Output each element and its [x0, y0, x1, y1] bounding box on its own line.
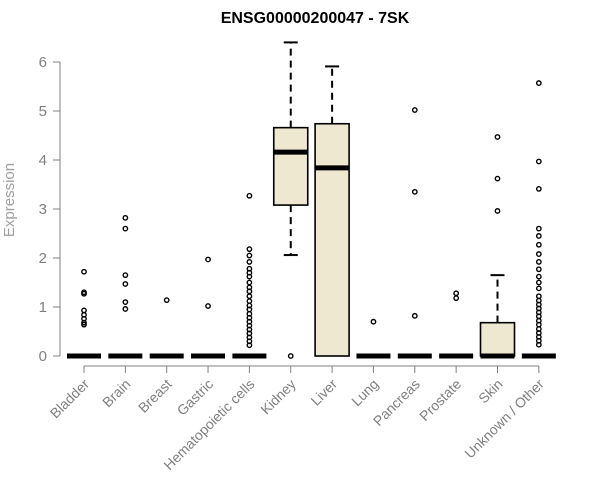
outlier-point [453, 290, 460, 297]
y-axis-label: Expression [1, 163, 18, 237]
outlier-point [122, 272, 129, 279]
box-gastric [191, 256, 226, 359]
outlier-point [535, 251, 542, 257]
box-iqr [479, 321, 516, 357]
y-tick-label: 6 [39, 54, 47, 71]
outlier-point [122, 299, 129, 305]
outlier-point [246, 293, 253, 300]
y-tick-label: 4 [39, 152, 47, 169]
outlier-point [81, 319, 87, 326]
outlier-point [535, 259, 542, 265]
box-hematopoietic-cells [232, 192, 267, 359]
outlier-point [246, 288, 253, 295]
box-iqr [272, 126, 309, 206]
outlier-point [246, 252, 253, 259]
outlier-point [494, 208, 501, 214]
boxplot-series [67, 41, 556, 359]
outlier-point [122, 225, 129, 232]
y-tick-label: 1 [39, 299, 47, 316]
box-bladder [67, 268, 101, 359]
outlier-point [246, 259, 253, 265]
box-skin [479, 134, 516, 359]
outlier-point [122, 214, 129, 221]
outlier-point [535, 186, 542, 192]
outlier-point [246, 192, 253, 199]
box-kidney [272, 41, 309, 359]
outlier-point [287, 353, 294, 359]
outlier-point [246, 279, 253, 286]
x-tick-label: Brain [99, 376, 133, 410]
outlier-point [411, 312, 418, 319]
outlier-point [494, 175, 501, 182]
y-axis: 0 1 2 3 4 5 6 [39, 54, 61, 365]
outlier-point [535, 158, 542, 165]
outlier-point [370, 318, 377, 325]
outlier-point [494, 134, 501, 140]
outlier-point [453, 295, 460, 302]
outlier-point [535, 285, 542, 292]
box-brain [108, 214, 143, 359]
box-unknown-other [521, 80, 556, 359]
x-tick-label: Liver [307, 376, 340, 409]
outlier-point [535, 273, 542, 280]
outlier-point [81, 268, 87, 275]
outlier-point [163, 297, 170, 304]
box-liver [314, 65, 350, 357]
x-tick-label: Prostate [416, 376, 464, 424]
outlier-point [535, 341, 542, 348]
box-lung [356, 318, 391, 359]
outlier-point [535, 241, 542, 248]
outlier-point [205, 256, 211, 263]
box-iqr [314, 122, 350, 357]
outlier-point [205, 303, 211, 309]
outlier-point [122, 306, 129, 312]
outlier-point [246, 342, 253, 349]
outlier-point [535, 279, 542, 286]
outlier-point [122, 281, 129, 287]
x-tick-label: Lung [348, 376, 381, 409]
x-tick-label: Bladder [47, 376, 93, 422]
box-prostate [439, 290, 474, 359]
outlier-point [535, 80, 542, 86]
outlier-point [81, 321, 87, 328]
outlier-point [246, 246, 253, 253]
y-tick-label: 5 [39, 103, 47, 120]
outlier-point [535, 233, 542, 239]
outlier-point [411, 107, 418, 113]
chart-title: ENSG00000200047 - 7SK [221, 10, 410, 27]
x-tick-label: Kidney [257, 376, 299, 418]
outlier-point [81, 290, 87, 297]
y-tick-label: 3 [39, 201, 47, 218]
x-tick-label: Skin [475, 376, 506, 407]
y-tick-label: 2 [39, 250, 47, 267]
x-tick-label: Breast [135, 376, 175, 416]
box-pancreas [397, 107, 432, 359]
outlier-point [535, 225, 542, 232]
outlier-point [535, 266, 542, 273]
outlier-point [246, 273, 253, 280]
y-tick-label: 0 [39, 348, 47, 365]
outlier-point [411, 188, 418, 195]
box-breast [149, 297, 184, 359]
